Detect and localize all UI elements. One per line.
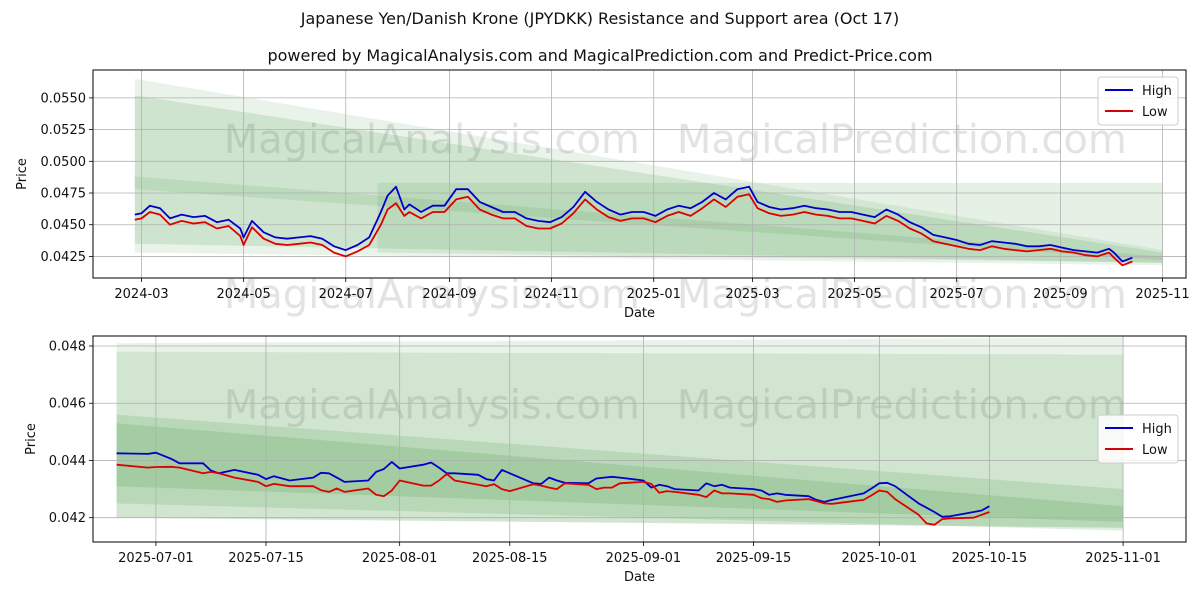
x-tick-label: 2025-08-15	[472, 551, 548, 566]
plot-frame	[92, 69, 1187, 279]
x-tick-label: 2024-11	[524, 287, 578, 302]
x-tick-label: 2025-07	[930, 287, 984, 302]
x-tick-label: 2025-07-01	[118, 551, 194, 566]
x-axis-label: Date	[624, 570, 655, 585]
series-group	[116, 451, 990, 526]
watermark-left: MagicalAnalysis.com	[224, 382, 640, 428]
y-axis-label: Price	[15, 158, 30, 190]
x-tick-label: 2024-05	[216, 287, 270, 302]
x-tick-label: 2025-11	[1135, 287, 1189, 302]
x-tick-label: 2025-08-01	[362, 551, 438, 566]
series-line-low	[134, 193, 1133, 267]
x-tick-label: 2025-10-01	[842, 551, 918, 566]
x-tick-label: 2025-10-15	[952, 551, 1028, 566]
y-tick-label: 0.0425	[41, 250, 87, 265]
x-tick-label: 2024-03	[114, 287, 168, 302]
y-tick-label: 0.0450	[41, 218, 87, 233]
plot-frame	[92, 335, 1187, 543]
band-3	[134, 176, 1163, 261]
y-tick-label: 0.046	[49, 397, 86, 412]
legend: High Low	[1097, 414, 1179, 464]
legend-label-high: High	[1142, 422, 1172, 437]
x-tick-label: 2025-07-15	[228, 551, 304, 566]
y-tick-label: 0.042	[49, 511, 86, 526]
watermark-left: MagicalAnalysis.com	[224, 117, 640, 163]
y-tick-label: 0.0500	[41, 155, 87, 170]
watermark-right: MagicalPrediction.com	[677, 382, 1127, 428]
y-axis-label: Price	[24, 423, 39, 455]
x-tick-label: 2025-03	[725, 287, 779, 302]
series-line-high	[116, 451, 990, 518]
x-tick-label: 2025-11-01	[1085, 551, 1161, 566]
y-tick-label: 0.0550	[41, 91, 87, 106]
legend: High Low	[1097, 76, 1179, 126]
figure-title: Japanese Yen/Danish Krone (JPYDKK) Resis…	[300, 9, 900, 28]
grid: 2024-03 2024-05 2024-07 2024-09 2024-11 2025-…	[41, 70, 1190, 302]
y-tick-label: 0.044	[49, 454, 86, 469]
band-4	[116, 423, 1124, 522]
x-tick-label: 2025-01	[627, 287, 681, 302]
chart-panel-1: MagicalAnalysis.com MagicalPrediction.com…	[15, 69, 1190, 321]
band-3	[116, 414, 1124, 531]
y-tick-label: 0.0475	[41, 187, 87, 202]
band-2	[116, 351, 1124, 528]
x-axis-label: Date	[624, 306, 655, 321]
support-resistance-bands	[116, 337, 1124, 531]
watermark-right-lower: MagicalPrediction.com	[677, 272, 1127, 318]
y-tick-label: 0.048	[49, 340, 86, 355]
x-tick-label: 2024-09	[422, 287, 476, 302]
figure-subtitle: powered by MagicalAnalysis.com and Magic…	[267, 46, 933, 65]
series-group	[134, 185, 1133, 267]
legend-label-high: High	[1142, 84, 1172, 99]
x-tick-label: 2024-07	[319, 287, 373, 302]
band-4	[377, 182, 1163, 263]
band-2	[134, 95, 1163, 263]
y-tick-label: 0.0525	[41, 123, 87, 138]
chart-panel-2: MagicalAnalysis.com MagicalPrediction.com…	[24, 335, 1187, 585]
x-tick-label: 2025-09-01	[606, 551, 682, 566]
watermark-left-lower: MagicalAnalysis.com	[224, 272, 640, 318]
legend-label-low: Low	[1142, 105, 1168, 120]
legend-label-low: Low	[1142, 443, 1168, 458]
x-tick-label: 2025-09-15	[716, 551, 792, 566]
watermark-right: MagicalPrediction.com	[677, 117, 1127, 163]
grid: 2025-07-01 2025-07-15 2025-08-01 2025-08-15…	[49, 336, 1186, 566]
x-tick-label: 2025-05	[827, 287, 881, 302]
series-line-low	[116, 463, 990, 526]
x-tick-label: 2025-09	[1033, 287, 1087, 302]
series-line-high	[134, 185, 1133, 263]
support-resistance-bands	[134, 78, 1163, 266]
